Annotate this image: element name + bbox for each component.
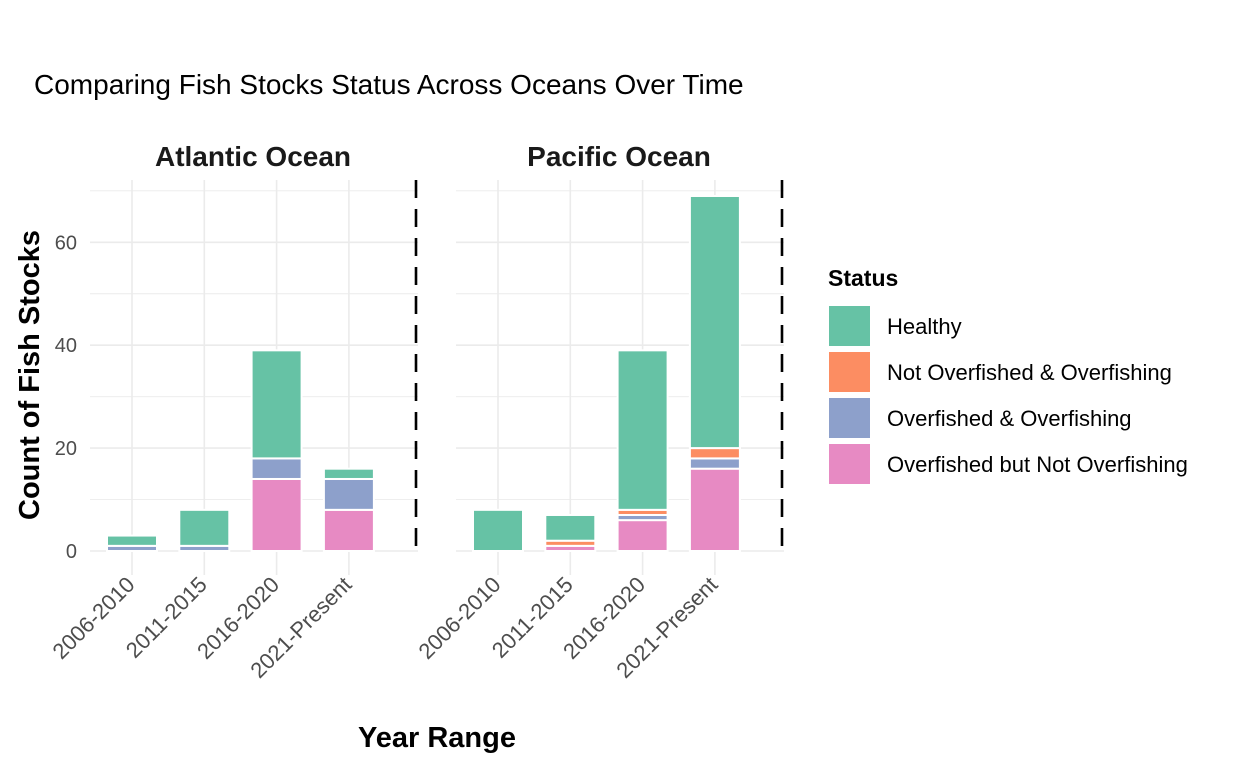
- facet-pacific: Pacific Ocean2006-20102011-20152016-2020…: [413, 141, 784, 683]
- legend-label: Overfished & Overfishing: [887, 406, 1132, 431]
- y-tick-label: 20: [55, 438, 77, 460]
- legend-swatch: [829, 352, 870, 392]
- bar-segment: [616, 519, 669, 553]
- x-axis-title: Year Range: [358, 722, 516, 754]
- y-tick-label: 40: [55, 335, 77, 357]
- y-tick-label: 60: [55, 232, 77, 254]
- bar-segment: [688, 194, 741, 450]
- bar-segment: [322, 467, 375, 480]
- bar-segment: [322, 477, 375, 511]
- chart-title: Comparing Fish Stocks Status Across Ocea…: [34, 69, 744, 100]
- y-axis-title: Count of Fish Stocks: [14, 230, 46, 520]
- facet-atlantic: Atlantic Ocean2006-20102011-20152016-202…: [47, 141, 418, 683]
- legend-label: Overfished but Not Overfishing: [887, 452, 1188, 477]
- bar-segment: [106, 534, 158, 547]
- bar-segment: [688, 447, 741, 460]
- legend: Status Healthy Not Overfished & Overfishi…: [828, 265, 1188, 484]
- legend-swatch: [829, 444, 870, 484]
- legend-swatch: [829, 398, 870, 438]
- bar-segment: [688, 457, 741, 470]
- bar-segment: [178, 508, 231, 547]
- legend-label: Not Overfished & Overfishing: [887, 360, 1172, 385]
- legend-swatch: [829, 306, 870, 346]
- y-tick-label: 0: [66, 541, 77, 563]
- legend-label: Healthy: [887, 314, 962, 339]
- bar-segment: [322, 508, 375, 552]
- facet-strip-label: Atlantic Ocean: [155, 141, 351, 172]
- legend-title: Status: [828, 265, 898, 291]
- facet-panels: Atlantic Ocean2006-20102011-20152016-202…: [47, 141, 784, 683]
- facet-strip-label: Pacific Ocean: [527, 141, 711, 172]
- bar-segment: [616, 349, 669, 511]
- bar-segment: [472, 508, 524, 552]
- bar-segment: [688, 467, 741, 552]
- bar-segment: [250, 457, 303, 480]
- bar-segment: [250, 349, 303, 460]
- bar-segment: [544, 513, 597, 542]
- bar-segment: [250, 477, 303, 552]
